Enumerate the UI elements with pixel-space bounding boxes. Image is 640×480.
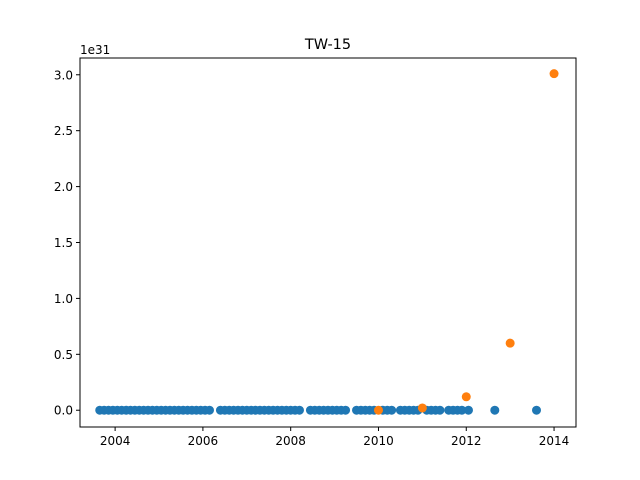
series-1 [373, 69, 559, 415]
x-tick-label: 2008 [275, 434, 306, 448]
data-point [532, 405, 541, 415]
data-point [417, 403, 427, 413]
x-tick-label: 2012 [451, 434, 482, 448]
data-point [549, 69, 559, 79]
y-tick-label: 2.5 [54, 124, 73, 138]
y-tick-label: 0.5 [54, 348, 73, 362]
data-point [490, 405, 500, 415]
y-tick-label: 1.5 [54, 236, 73, 250]
y-offset-label: 1e31 [80, 43, 110, 57]
data-point [294, 405, 304, 415]
chart-title: TW-15 [304, 37, 351, 53]
y-tick-label: 2.0 [54, 180, 73, 194]
data-point [341, 405, 351, 415]
axes-layer: 2004 2006 2008 2010 2012 2014 0.0 0.5 1.0 1.5 2.0 2… [54, 57, 577, 448]
y-tick-label: 3.0 [54, 68, 73, 82]
y-tick-label: 1.0 [54, 292, 73, 306]
data-point [373, 405, 383, 415]
series-0 [95, 405, 541, 415]
y-tick-label: 0.0 [54, 404, 73, 418]
data-point [204, 405, 214, 415]
x-tick-label: 2010 [363, 434, 394, 448]
data-point [387, 405, 397, 415]
x-tick-label: 2006 [188, 434, 219, 448]
x-tick-label: 2004 [100, 434, 131, 448]
data-point [457, 405, 467, 415]
data-point [505, 338, 515, 348]
x-tick-label: 2014 [539, 434, 570, 448]
data-point [435, 405, 445, 415]
data-point [463, 405, 473, 415]
points-layer [95, 69, 559, 415]
data-point [461, 392, 471, 402]
